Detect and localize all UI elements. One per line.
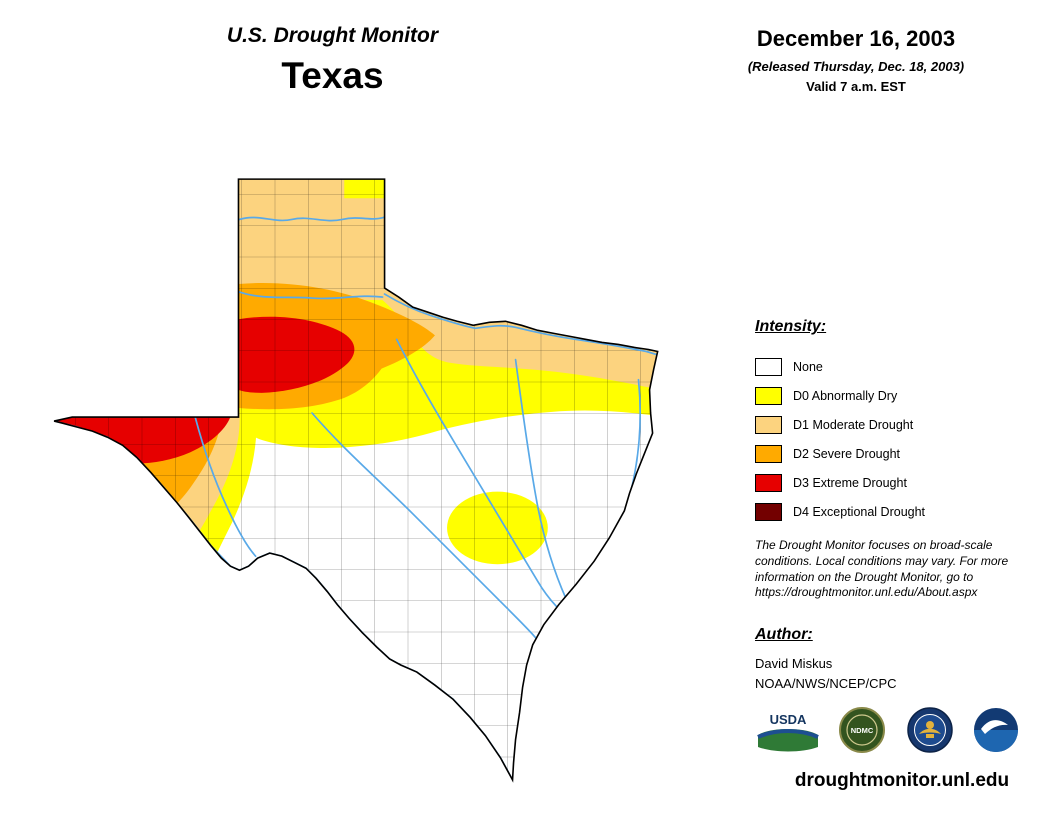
valid-note: Valid 7 a.m. EST xyxy=(806,79,906,94)
author-affiliation: NOAA/NWS/NCEP/CPC xyxy=(755,676,897,691)
ndmc-logo: NDMC xyxy=(838,706,886,759)
texas-drought-map-svg xyxy=(53,178,659,783)
legend-item-d4: D4 Exceptional Drought xyxy=(755,497,1035,526)
drought-shading-layer xyxy=(54,179,658,780)
usda-logo-text: USDA xyxy=(770,712,807,727)
legend-swatch-d2 xyxy=(755,444,782,463)
legend-label-d3: D3 Extreme Drought xyxy=(793,475,907,490)
legend-swatch-none xyxy=(755,357,782,376)
legend-swatch-d0 xyxy=(755,386,782,405)
disclaimer-text: The Drought Monitor focuses on broad-sca… xyxy=(755,538,1009,600)
legend-item-d1: D1 Moderate Drought xyxy=(755,410,1035,439)
title-block: U.S. Drought Monitor Texas xyxy=(155,24,510,97)
trinity-river xyxy=(514,358,567,600)
usda-logo: USDA xyxy=(756,710,820,759)
legend-item-d3: D3 Extreme Drought xyxy=(755,468,1035,497)
colorado-river xyxy=(311,412,547,652)
state-outline xyxy=(53,178,659,783)
map-date: December 16, 2003 xyxy=(756,26,956,51)
legend-swatch-d3 xyxy=(755,473,782,492)
red-river xyxy=(383,293,658,356)
legend-label-d0: D0 Abnormally Dry xyxy=(793,388,898,403)
legend-label-none: None xyxy=(793,359,823,374)
author-name: David Miskus xyxy=(755,656,833,671)
legend-swatch-d4 xyxy=(755,502,782,521)
red-river-forks xyxy=(238,291,384,300)
noaa-logo xyxy=(972,706,1020,759)
brazos-river xyxy=(395,338,579,626)
legend-item-d0: D0 Abnormally Dry xyxy=(755,381,1035,410)
author-block: Author: David Miskus NOAA/NWS/NCEP/CPC xyxy=(755,626,1035,691)
logo-row: USDA NDMC xyxy=(756,706,1036,758)
pecos-river xyxy=(194,416,257,558)
site-url: droughtmonitor.unl.edu xyxy=(794,770,1010,791)
legend-label-d2: D2 Severe Drought xyxy=(793,446,901,461)
legend-label-d1: D1 Moderate Drought xyxy=(793,417,914,432)
legend: Intensity: None D0 Abnormally Dry D1 Mod… xyxy=(755,318,1035,526)
canadian-river xyxy=(238,216,385,222)
state-title: Texas xyxy=(281,55,384,96)
legend-items: None D0 Abnormally Dry D1 Moderate Droug… xyxy=(755,352,1035,526)
legend-swatch-d1 xyxy=(755,415,782,434)
legend-label-d4: D4 Exceptional Drought xyxy=(793,504,926,519)
date-block: December 16, 2003 (Released Thursday, De… xyxy=(700,26,1012,94)
commerce-seal-logo xyxy=(906,706,954,759)
legend-heading: Intensity: xyxy=(755,318,827,335)
legend-item-d2: D2 Severe Drought xyxy=(755,439,1035,468)
page-title: U.S. Drought Monitor xyxy=(226,24,439,47)
ndmc-logo-text: NDMC xyxy=(851,726,874,735)
author-heading: Author: xyxy=(755,626,813,643)
texas-drought-map xyxy=(42,163,707,788)
release-note: (Released Thursday, Dec. 18, 2003) xyxy=(747,59,965,74)
legend-item-none: None xyxy=(755,352,1035,381)
county-grid xyxy=(54,179,658,780)
